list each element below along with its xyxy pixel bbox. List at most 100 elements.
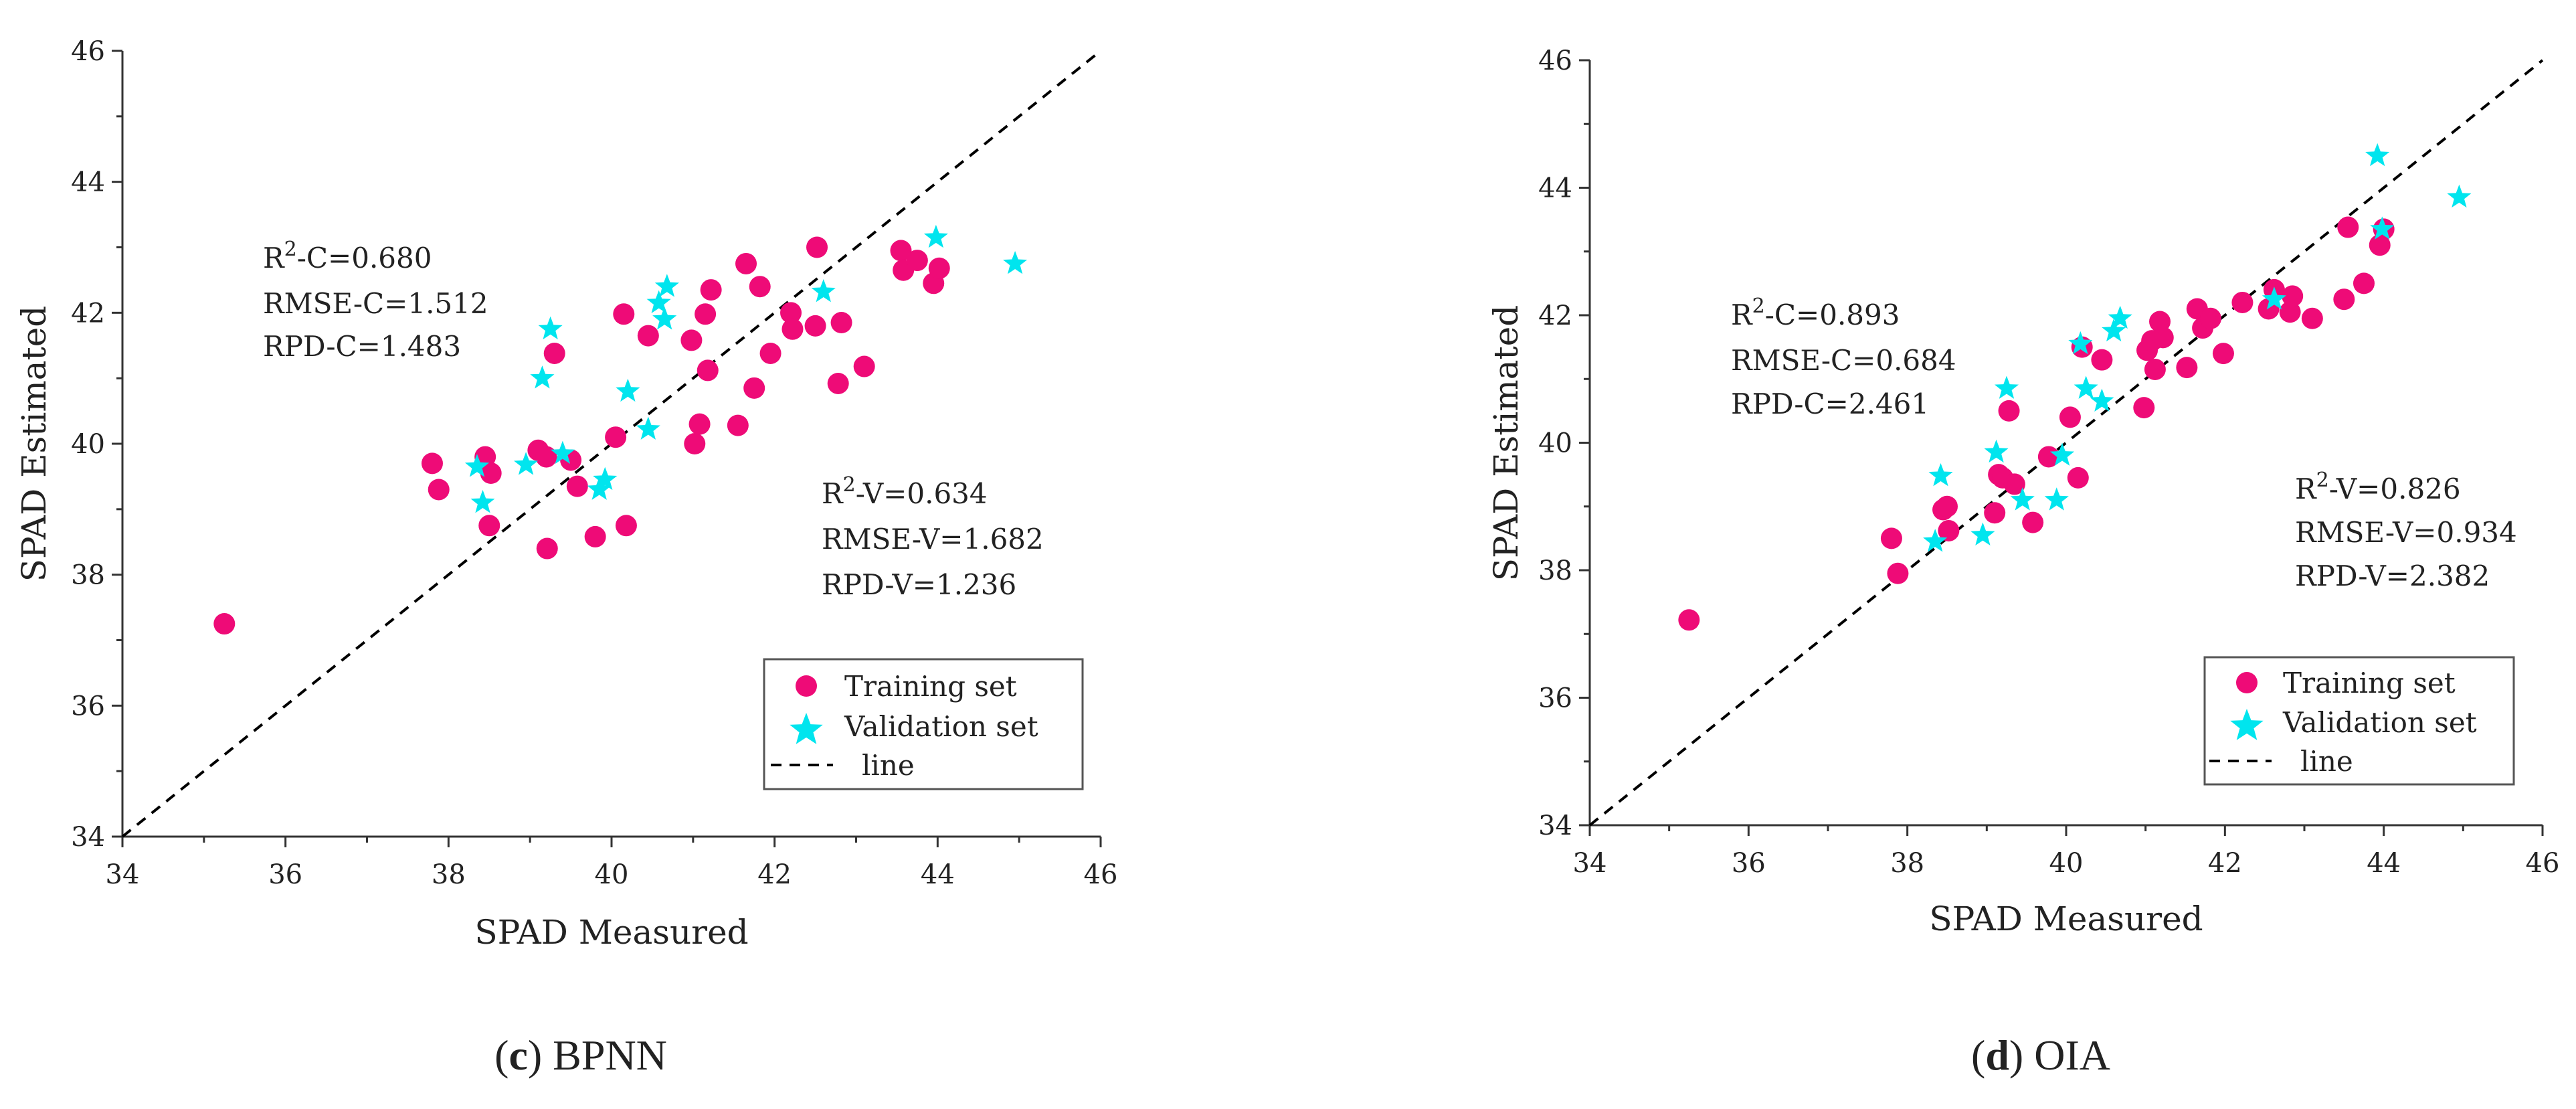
legend-training-label: Training set [844, 670, 1017, 703]
training-point [605, 426, 627, 448]
legend-validation-label: Validation set [844, 710, 1038, 743]
training-point [928, 257, 950, 279]
training-point [543, 342, 565, 364]
training-point [1936, 495, 1958, 517]
x-tick-label: 44 [921, 859, 955, 890]
validation-point [470, 490, 495, 513]
training-point [2152, 327, 2174, 349]
training-point [827, 372, 849, 394]
rmse-c-stat: RMSE-C=1.512 [263, 287, 488, 320]
training-point [1678, 609, 1700, 631]
training-point [637, 325, 659, 347]
x-tick-label: 38 [1890, 848, 1924, 879]
training-point [700, 279, 722, 301]
validation-point [1923, 529, 1948, 552]
validation-point [1928, 463, 1953, 487]
legend: Training set Validation set line [763, 658, 1084, 790]
training-point [613, 303, 635, 325]
training-points [1678, 216, 2395, 631]
validation-point [514, 452, 539, 475]
training-point [535, 446, 557, 468]
training-point [2301, 307, 2323, 329]
training-point [680, 329, 703, 351]
validation-point [2108, 305, 2132, 329]
training-point [2176, 357, 2198, 379]
x-tick-label: 34 [1573, 848, 1607, 879]
validation-point [616, 378, 640, 402]
training-point [906, 250, 928, 272]
validation-point [2068, 331, 2093, 355]
validation-point [2447, 184, 2472, 208]
training-point [2353, 272, 2375, 294]
tick-marks [112, 50, 1102, 847]
validation-point [593, 466, 618, 491]
y-tick-label: 46 [1538, 46, 1572, 76]
training-point [2279, 301, 2301, 323]
training-point [806, 236, 828, 258]
training-point [780, 302, 802, 324]
legend-line-label: line [862, 749, 915, 782]
y-tick-label: 46 [71, 36, 105, 67]
training-point [2149, 311, 2171, 333]
training-point [830, 312, 852, 334]
training-point [749, 276, 771, 298]
y-tick-label: 42 [71, 298, 105, 329]
validation-point [2365, 143, 2390, 167]
validation-point [2370, 216, 2395, 240]
training-point [480, 462, 502, 485]
training-point [536, 537, 558, 560]
validation-point [1003, 250, 1028, 274]
validation-point [2090, 388, 2114, 412]
y-axis-title: SPAD Estimated [1487, 305, 1526, 582]
training-point [2003, 473, 2025, 495]
training-point [688, 413, 711, 435]
validation-point [1984, 439, 2009, 463]
rmse-v-stat: RMSE-V=1.682 [822, 523, 1044, 556]
training-point [584, 525, 606, 547]
r2-c-stat: R2-C=0.893 [1731, 294, 1900, 331]
r2-c-stat: R2-C=0.680 [263, 238, 432, 274]
x-tick-label: 38 [432, 859, 466, 890]
validation-points [1923, 143, 2472, 552]
x-tick-label: 40 [2049, 848, 2084, 879]
x-tick-label: 40 [595, 859, 629, 890]
calibration-stats: R2-C=0.893 RMSE-C=0.684 RPD-C=2.461 [1731, 294, 1956, 420]
y-tick-label: 38 [71, 560, 105, 591]
legend-validation-marker [790, 713, 823, 744]
y-tick-label: 40 [71, 429, 105, 460]
validation-point [1994, 375, 2019, 399]
training-point [890, 240, 912, 262]
legend-validation-label: Validation set [2282, 706, 2477, 739]
training-point [684, 433, 706, 454]
training-point [1998, 400, 2020, 422]
validation-point [646, 290, 671, 314]
rpd-v-stat: RPD-V=1.236 [822, 568, 1016, 601]
one-to-one-line [1588, 59, 2544, 827]
training-point [2337, 216, 2359, 238]
legend-box [763, 658, 1084, 790]
y-axis-title: SPAD Estimated [15, 306, 54, 582]
x-tick-label: 42 [2208, 848, 2242, 879]
training-point [853, 355, 875, 377]
training-point [2199, 307, 2221, 329]
validation-points [464, 224, 1028, 513]
training-points [213, 236, 950, 635]
y-tick-label: 34 [71, 822, 105, 853]
chart-panel-d: 34 36 38 40 42 44 46 34 36 38 40 42 44 46 SPAD Measu… [1487, 46, 2559, 1079]
y-tick-label: 36 [71, 691, 105, 721]
training-point [2282, 285, 2304, 307]
training-point [2333, 288, 2355, 311]
validation-stats: R2-V=0.826 RMSE-V=0.934 RPD-V=2.382 [2295, 468, 2517, 592]
validation-point [2044, 487, 2069, 511]
validation-point [530, 365, 555, 389]
training-point [615, 515, 637, 537]
training-point [727, 414, 749, 436]
x-axis-title: SPAD Measured [474, 913, 748, 952]
validation-point [652, 307, 677, 330]
rpd-c-stat: RPD-C=1.483 [263, 330, 461, 363]
training-point [1887, 562, 1909, 584]
x-tick-label: 44 [2367, 848, 2401, 879]
training-point [743, 377, 765, 399]
rmse-c-stat: RMSE-C=0.684 [1731, 344, 1956, 377]
